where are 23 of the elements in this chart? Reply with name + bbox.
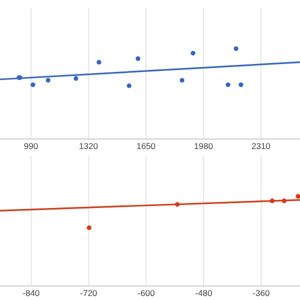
- point: [136, 56, 140, 61]
- x-tick-label: 1650: [136, 141, 156, 151]
- x-tick-label: -360: [252, 288, 270, 298]
- x-tick-label: -720: [80, 288, 98, 298]
- x-tick-label: 990: [24, 141, 38, 151]
- point: [74, 76, 78, 81]
- point: [46, 78, 50, 83]
- point: [126, 83, 132, 88]
- point: [238, 82, 244, 88]
- point: [96, 60, 102, 65]
- point: [30, 82, 36, 88]
- point: [226, 82, 230, 88]
- point: [234, 46, 238, 51]
- x-tick-label: -600: [138, 288, 155, 298]
- x-tick-label: 1980: [194, 141, 214, 151]
- point: [86, 225, 92, 230]
- x-tick-label: 1320: [79, 141, 98, 151]
- x-tick-label: -480: [195, 288, 212, 298]
- x-tick-label: -840: [22, 288, 40, 298]
- point: [296, 194, 300, 199]
- point: [190, 50, 196, 56]
- x-tick-label: 2310: [252, 141, 271, 151]
- point: [180, 78, 184, 83]
